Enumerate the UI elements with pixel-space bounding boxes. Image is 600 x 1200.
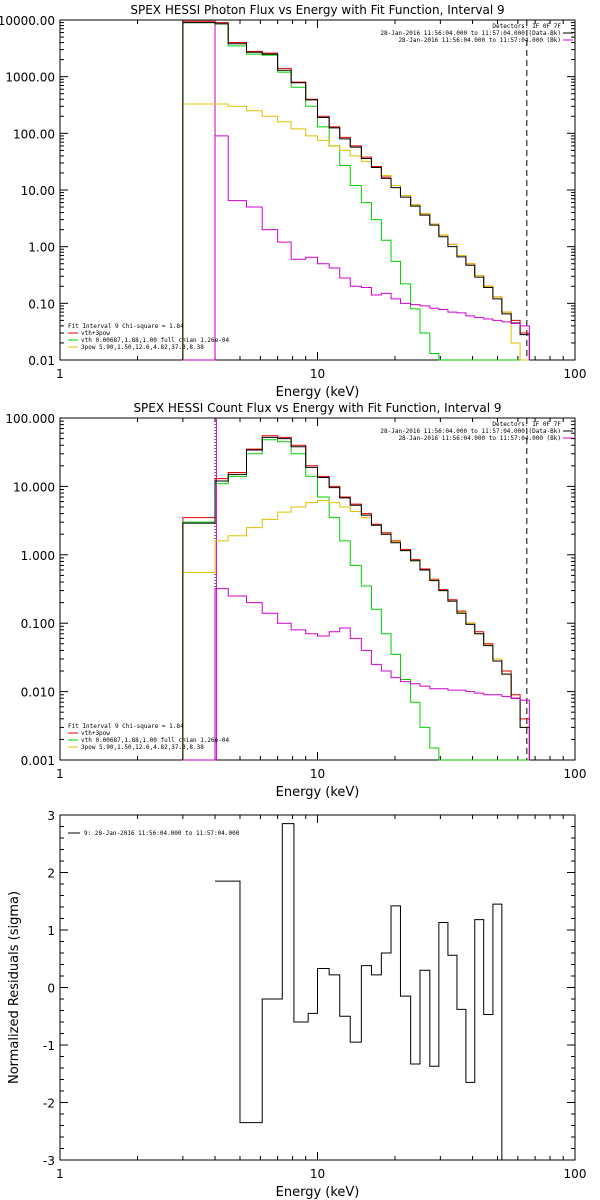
y-tick-label: -1: [43, 1039, 55, 1053]
series-green-line: [182, 439, 530, 761]
legend-entry: vth 0.00687,1.88,1.00 full chian 1.26e-0…: [81, 337, 229, 344]
y-tick-label: 0.100: [21, 617, 55, 631]
series-black-line: [182, 436, 530, 760]
y-tick-label: -3: [43, 1154, 55, 1168]
chart-title: SPEX HESSI Count Flux vs Energy with Fit…: [133, 401, 501, 415]
header-text: 28-Jan-2016 11:56:04.000 to 11:57:04.000…: [398, 435, 561, 442]
y-tick-label: 1000.00: [5, 71, 55, 85]
x-tick-label: 100: [564, 1167, 587, 1181]
y-tick-label: 10.00: [21, 184, 55, 198]
x-tick-label: 1: [56, 367, 64, 381]
x-tick-label: 10: [310, 1167, 325, 1181]
y-tick-label: 3: [47, 809, 55, 823]
x-tick-label: 10: [310, 767, 325, 781]
x-axis-label: Energy (keV): [276, 1185, 360, 1200]
plot-frame: [59, 19, 576, 361]
series-yellow-line: [182, 500, 530, 760]
header-text: Detectors: 1F 0F 7F: [492, 23, 561, 30]
x-tick-label: 10: [310, 367, 325, 381]
legend-entry: 3pow 5.90,1.50,12.6,4.82,37.3,8.38: [81, 744, 204, 751]
series-yellow-line: [182, 103, 530, 361]
y-tick-label: 2: [47, 867, 55, 881]
header-text: Detectors: 1F 0F 7F: [492, 421, 561, 428]
series-magenta-line: [182, 588, 530, 761]
series-red-line: [182, 20, 530, 360]
x-axis-label: Energy (keV): [276, 385, 360, 400]
y-tick-label: 1: [47, 924, 55, 938]
y-tick-label: 10.000: [13, 480, 55, 494]
legend-title: Fit Interval 9 Chi-square = 1.84: [68, 323, 184, 330]
y-tick-label: 10000.00: [0, 14, 55, 28]
legend-entry: vth 0.00687,1.88,1.00 full chian 1.26e-0…: [81, 737, 229, 744]
y-tick-label: 0.01: [28, 354, 55, 368]
legend-entry: vth+3pow: [81, 730, 110, 737]
legend-entry: vth+3pow: [81, 330, 110, 337]
x-tick-label: 100: [564, 767, 587, 781]
y-tick-label: 0.001: [21, 754, 55, 768]
y-tick-label: 100.000: [5, 412, 55, 426]
y-tick-label: 1.00: [28, 241, 55, 255]
y-tick-label: -2: [43, 1097, 55, 1111]
y-tick-label: 1.000: [21, 549, 55, 563]
header-text: 28-Jan-2016 11:56:04.000 to 11:57:04.000…: [380, 30, 561, 37]
legend-entry: 9: 28-Jan-2016 11:56:04.000 to 11:57:04.…: [84, 830, 240, 837]
series-green-line: [182, 22, 530, 361]
chart-title: SPEX HESSI Photon Flux vs Energy with Fi…: [130, 3, 504, 17]
y-tick-label: 0.10: [28, 297, 55, 311]
legend-entry: 3pow 5.90,1.50,12.6,4.82,37.3,8.38: [81, 344, 204, 351]
series-red-line: [182, 435, 530, 760]
legend-title: Fit Interval 9 Chi-square = 1.84: [68, 723, 184, 730]
count-flux-panel: SPEX HESSI Count Flux vs Energy with Fit…: [5, 401, 586, 800]
header-text: 28-Jan-2016 11:56:04.000 to 11:57:04.000…: [398, 37, 561, 44]
y-tick-label: 0: [47, 982, 55, 996]
series-magenta-line: [182, 135, 530, 361]
x-tick-label: 100: [564, 367, 587, 381]
y-tick-label: 0.010: [21, 686, 55, 700]
x-axis-label: Energy (keV): [276, 785, 360, 800]
series-black-line: [182, 22, 530, 360]
y-tick-label: 100.00: [13, 127, 55, 141]
series-black-line: [215, 823, 530, 1161]
header-text: 28-Jan-2016 11:56:04.000 to 11:57:04.000…: [380, 428, 561, 435]
x-tick-label: 1: [56, 1167, 64, 1181]
y-axis-label: Normalized Residuals (sigma): [7, 891, 22, 1084]
x-tick-label: 1: [56, 767, 64, 781]
photon-flux-panel: SPEX HESSI Photon Flux vs Energy with Fi…: [0, 3, 586, 400]
